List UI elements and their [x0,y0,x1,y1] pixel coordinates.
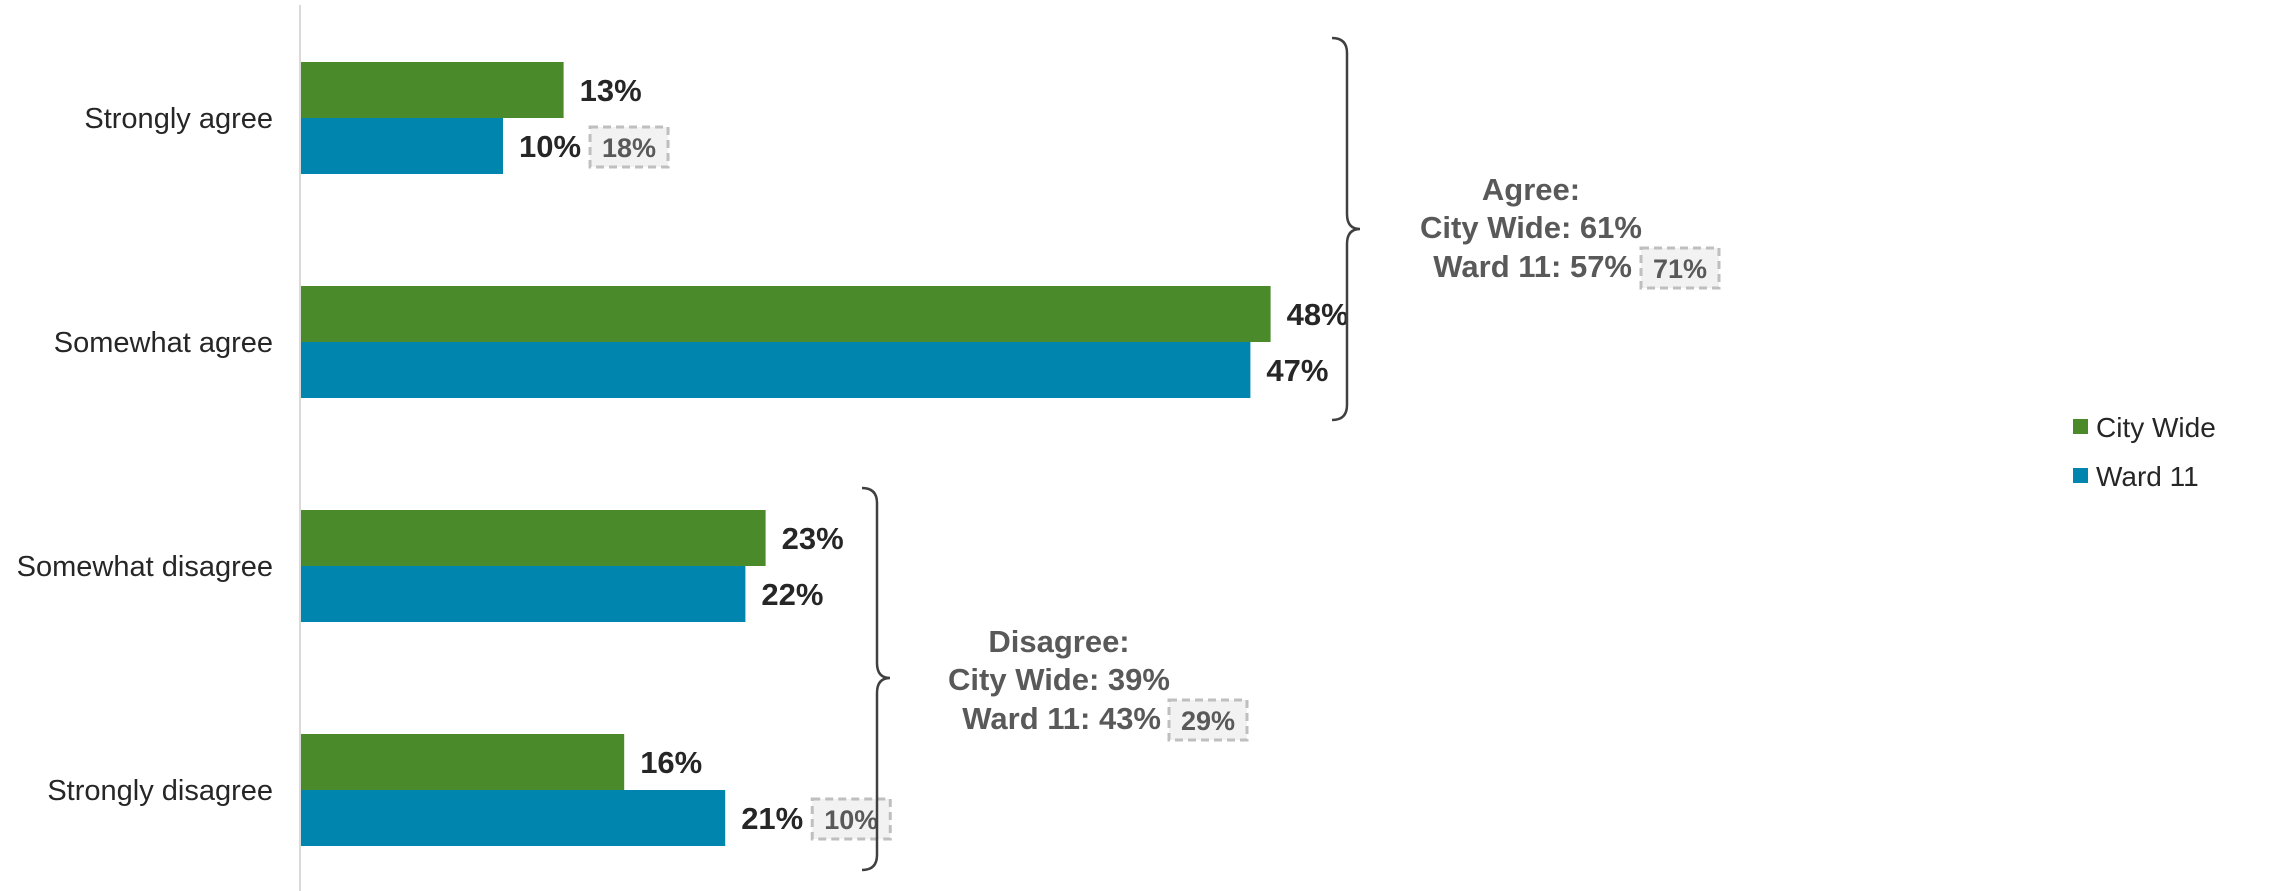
category-label-somewhat-disagree: Somewhat disagree [17,551,273,583]
legend-item-city-wide: City Wide [2073,412,2216,443]
disagree-comparison-value: 29% [1181,706,1235,736]
legend-label-city-wide: City Wide [2096,412,2216,443]
bar-ward-11-somewhat-disagree [301,566,746,622]
bar-city-wide-strongly-agree [301,62,564,118]
legend-item-ward-11: Ward 11 [2073,461,2199,492]
agree-summary-heading: Agree: [1482,172,1580,207]
category-label-strongly-disagree: Strongly disagree [47,775,273,807]
data-label-city-wide-strongly-agree: 13% [580,73,642,108]
bar-city-wide-somewhat-agree [301,286,1271,342]
data-label-city-wide-somewhat-disagree: 23% [782,521,844,556]
disagree-brace [861,486,891,872]
disagree-summary: Disagree: City Wide: 39% Ward 11: 43% 29… [948,624,1249,742]
bar-ward-11-somewhat-agree [301,342,1251,398]
data-label-city-wide-somewhat-agree: 48% [1287,297,1349,332]
disagree-comparison-box [1167,698,1249,742]
data-label-ward-11-strongly-agree: 10% [519,129,581,164]
comparison-box-strongly-agree [588,125,670,169]
comparison-value-strongly-disagree: 10% [824,805,878,835]
agree-summary-city-wide: City Wide: 61% [1420,210,1642,245]
agree-summary-ward: Ward 11: 57% [1433,249,1632,284]
legend-swatch-city-wide [2073,419,2088,434]
data-label-city-wide-strongly-disagree: 16% [640,745,702,780]
legend: City Wide Ward 11 [2073,412,2216,492]
disagree-summary-city-wide: City Wide: 39% [948,662,1170,697]
category-label-strongly-agree: Strongly agree [84,103,273,135]
bar-city-wide-somewhat-disagree [301,510,766,566]
agree-summary: Agree: City Wide: 61% Ward 11: 57% 71% [1420,172,1721,290]
agree-comparison-value: 71% [1653,254,1707,284]
legend-label-ward-11: Ward 11 [2096,461,2199,492]
data-label-ward-11-strongly-disagree: 21% [741,801,803,836]
labels-layer: Strongly agree 13% 10% 18% Somewhat agree 48%… [17,73,1349,841]
comparison-value-strongly-agree: 18% [602,133,656,163]
legend-swatch-ward-11 [2073,468,2088,483]
bar-ward-11-strongly-disagree [301,790,726,846]
data-label-ward-11-somewhat-agree: 47% [1266,353,1328,388]
bars-layer [301,62,1271,846]
data-label-ward-11-somewhat-disagree: 22% [761,577,823,612]
disagree-summary-heading: Disagree: [988,624,1129,659]
agree-comparison-box [1639,246,1721,290]
bar-ward-11-strongly-agree [301,118,503,174]
disagree-summary-ward: Ward 11: 43% [962,701,1161,736]
bar-city-wide-strongly-disagree [301,734,625,790]
agree-brace [1331,36,1361,422]
category-label-somewhat-agree: Somewhat agree [54,327,273,359]
